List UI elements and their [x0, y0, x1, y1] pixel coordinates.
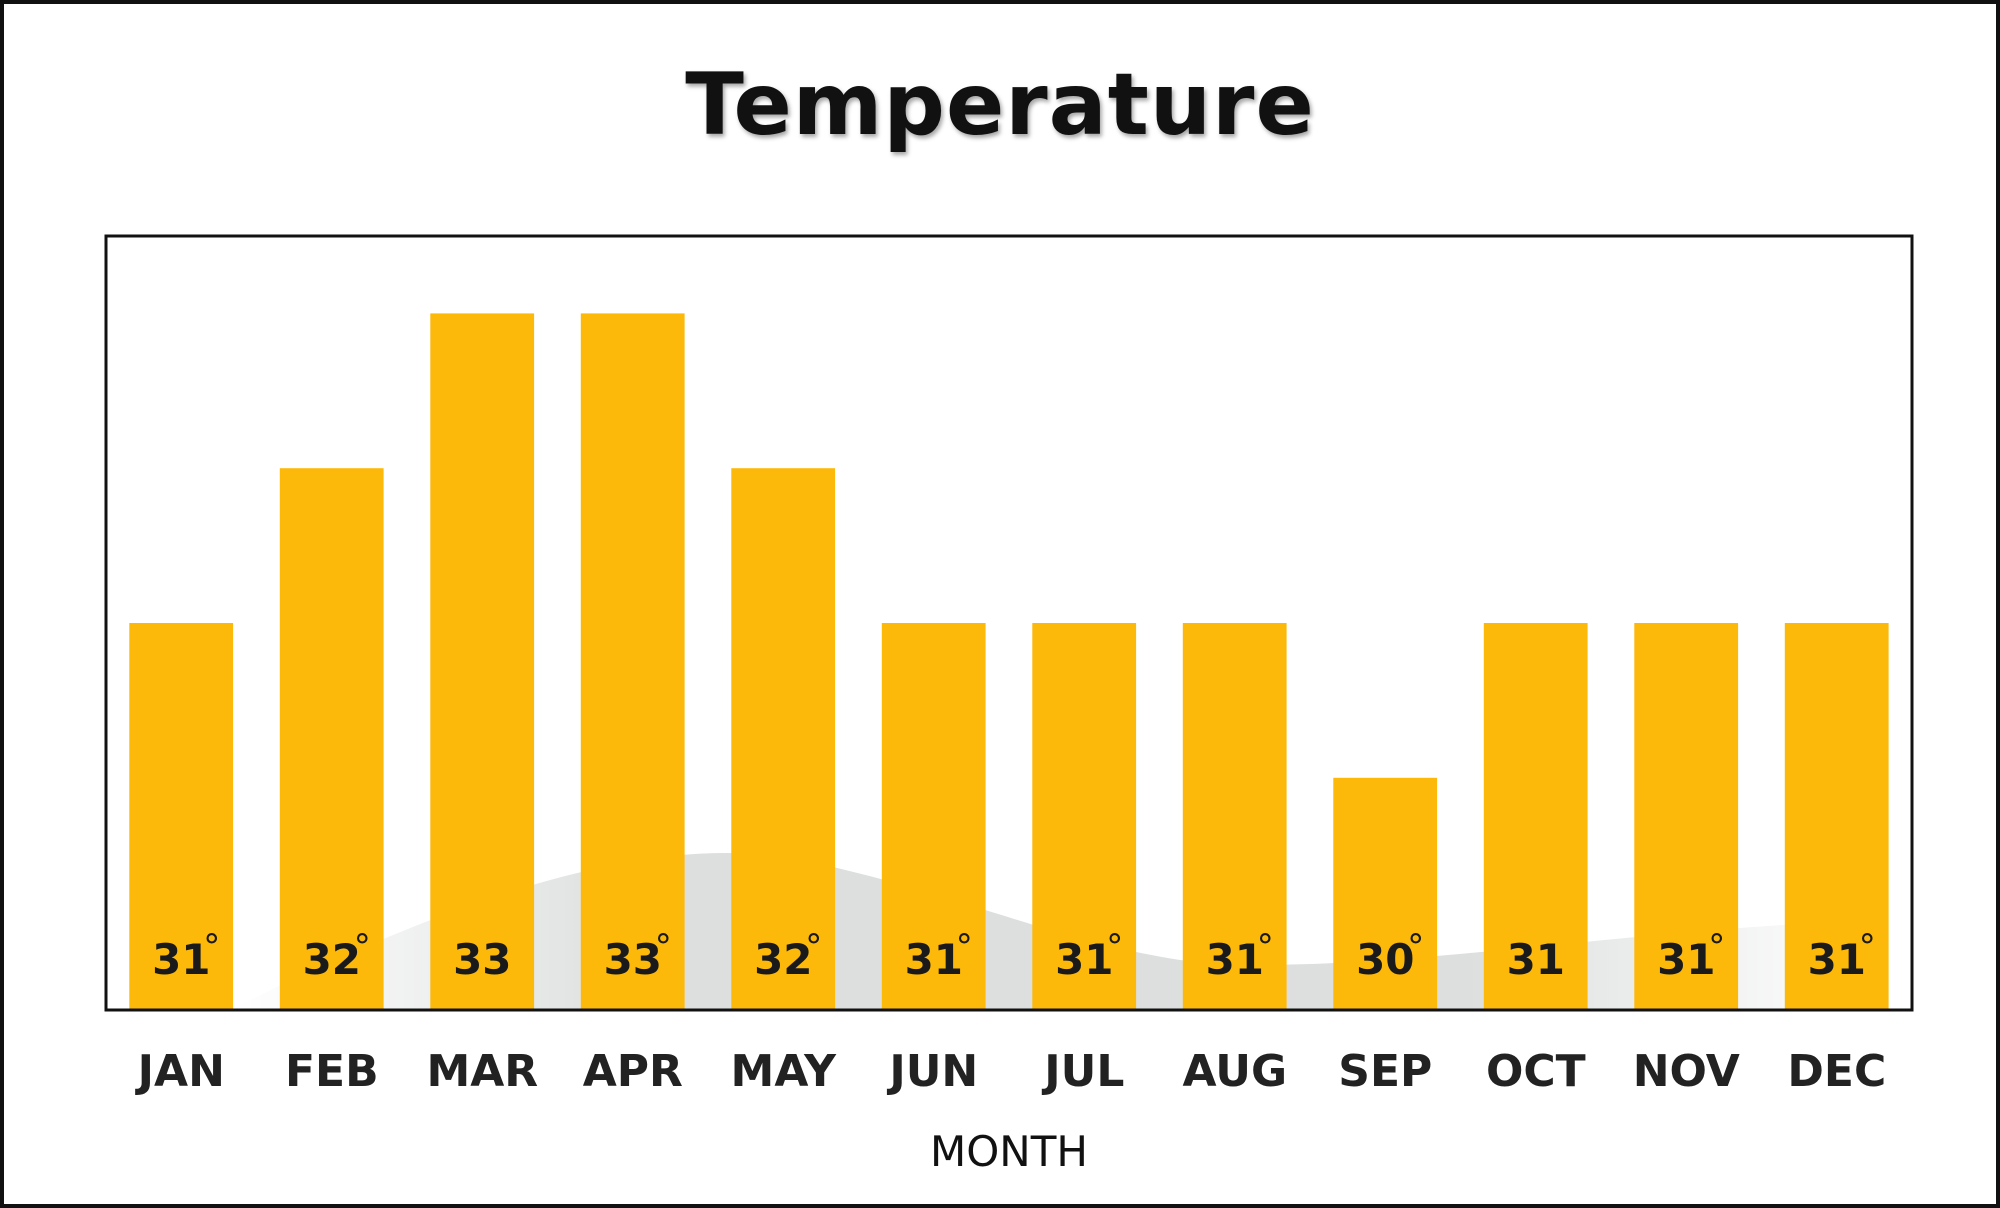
- plot-area-border: [104, 234, 1914, 1012]
- category-label-mar: MAR: [426, 1046, 538, 1097]
- x-axis-label: MONTH: [930, 1127, 1088, 1176]
- bar-apr: [580, 313, 685, 1010]
- degree-symbol-nov: °: [1708, 927, 1725, 967]
- bar-oct: [1483, 623, 1588, 1010]
- bar-feb: [279, 468, 384, 1010]
- data-label-jun: 31: [905, 935, 963, 984]
- data-label-jul: 31: [1055, 935, 1113, 984]
- degree-symbol-jun: °: [956, 927, 973, 967]
- bar-jun: [881, 623, 986, 1010]
- bar-dec: [1784, 623, 1889, 1010]
- data-label-jan: 31: [152, 935, 210, 984]
- degree-symbol-feb: °: [354, 927, 371, 967]
- category-label-jun: JUN: [886, 1046, 978, 1097]
- category-label-jan: JAN: [135, 1046, 225, 1097]
- category-label-jul: JUL: [1041, 1046, 1124, 1097]
- category-label-apr: APR: [583, 1046, 683, 1097]
- data-label-apr: 33: [604, 935, 662, 984]
- category-label-feb: FEB: [285, 1046, 379, 1097]
- category-label-aug: AUG: [1183, 1046, 1288, 1097]
- bar-may: [731, 468, 836, 1010]
- category-label-may: MAY: [731, 1046, 838, 1097]
- bar-mar: [430, 313, 535, 1010]
- data-label-may: 32: [754, 935, 812, 984]
- data-label-sep: 30: [1356, 935, 1414, 984]
- degree-symbol-jan: °: [203, 927, 220, 967]
- data-label-feb: 32: [303, 935, 361, 984]
- category-labels: JAN FEB MAR APR MAY JUN JUL AUG SEP OCT NOV DEC: [135, 1046, 1887, 1097]
- bar-nov: [1634, 623, 1739, 1010]
- category-label-oct: OCT: [1486, 1046, 1586, 1097]
- chart-title: Temperature: [685, 55, 1315, 155]
- data-label-mar: 33: [453, 935, 511, 984]
- degree-symbol-apr: °: [655, 927, 672, 967]
- category-label-dec: DEC: [1787, 1046, 1886, 1097]
- data-label-nov: 31: [1657, 935, 1715, 984]
- bars-group: 31° 32° 33 33° 32° 31° 31° 31° 30° 31 31° 31°: [129, 313, 1889, 1010]
- degree-symbol-aug: °: [1257, 927, 1274, 967]
- category-label-nov: NOV: [1633, 1046, 1740, 1097]
- bar-sep: [1333, 777, 1438, 1010]
- data-label-oct: 31: [1507, 935, 1565, 984]
- category-label-sep: SEP: [1338, 1046, 1432, 1097]
- degree-symbol-sep: °: [1407, 927, 1424, 967]
- bar-jan: [129, 623, 234, 1010]
- bar-jul: [1032, 623, 1137, 1010]
- degree-symbol-jul: °: [1106, 927, 1123, 967]
- degree-symbol-may: °: [805, 927, 822, 967]
- data-label-dec: 31: [1808, 935, 1866, 984]
- bar-aug: [1182, 623, 1287, 1010]
- data-label-aug: 31: [1206, 935, 1264, 984]
- degree-symbol-dec: °: [1859, 927, 1876, 967]
